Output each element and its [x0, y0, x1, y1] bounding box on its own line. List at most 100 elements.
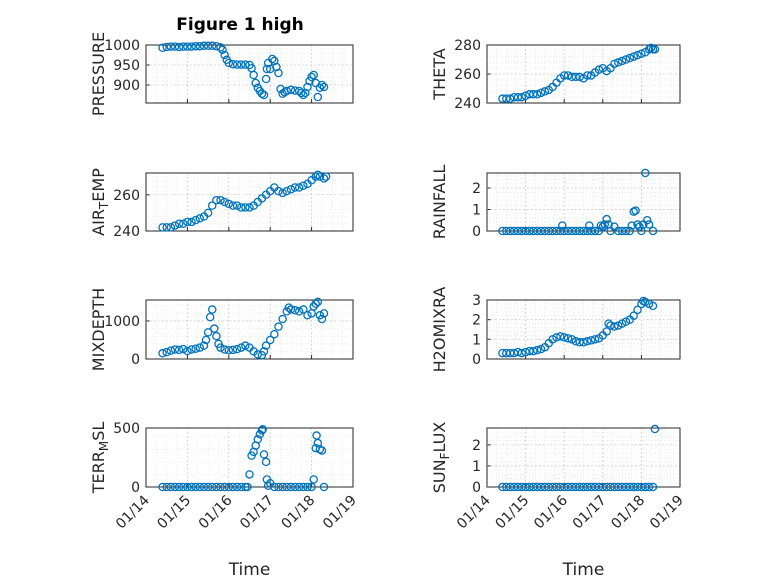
data-point	[621, 55, 631, 64]
data-point	[245, 470, 254, 479]
data-point	[590, 335, 600, 344]
data-point	[191, 344, 200, 353]
x-tick-label: 01/17	[570, 493, 610, 533]
y-tick-label: 1	[472, 332, 481, 348]
data-point	[529, 346, 538, 356]
data-point	[216, 195, 225, 205]
data-point	[241, 203, 250, 212]
data-point	[170, 482, 180, 492]
data-point	[309, 302, 318, 311]
data-point	[236, 343, 246, 352]
data-point	[261, 457, 271, 467]
data-point	[650, 45, 660, 54]
data-point	[586, 336, 596, 345]
data-point	[532, 345, 542, 355]
data-point	[286, 85, 296, 95]
data-point	[220, 482, 229, 492]
data-point	[590, 226, 600, 236]
data-point	[241, 341, 250, 350]
data-point	[183, 346, 192, 356]
data-point	[563, 71, 573, 80]
data-point	[282, 86, 292, 96]
data-point	[187, 345, 196, 354]
data-point	[236, 60, 246, 69]
x-tick-label: 01/18	[279, 493, 319, 533]
x-tick-label: 01/15	[493, 493, 533, 533]
subplot-theta: 240 260 280 THETA	[430, 38, 681, 112]
data-point	[646, 43, 656, 53]
data-point	[540, 87, 550, 96]
data-point	[602, 327, 611, 336]
data-point	[311, 172, 320, 181]
data-point	[278, 188, 287, 198]
data-point	[313, 170, 323, 180]
data-point	[529, 90, 538, 99]
y-tick-label: 900	[113, 78, 140, 94]
data-point	[220, 197, 229, 207]
data-point	[207, 482, 217, 492]
figure-title: Figure 1 high	[176, 15, 304, 35]
data-point	[261, 74, 271, 84]
data-point	[259, 90, 269, 100]
data-point	[556, 332, 565, 341]
data-point	[621, 226, 631, 236]
data-point	[644, 482, 654, 492]
data-point	[274, 482, 283, 492]
x-tick-label: 01/16	[531, 492, 571, 532]
data-point	[536, 88, 546, 98]
data-point	[274, 186, 283, 196]
data-point	[179, 344, 188, 354]
data-point	[249, 70, 258, 80]
data-point	[317, 80, 327, 90]
data-point	[228, 482, 238, 492]
data-point	[199, 482, 209, 492]
axes-box	[145, 299, 354, 360]
data-point	[187, 42, 196, 51]
data-point	[243, 482, 252, 492]
data-point	[257, 426, 267, 435]
y-axis-label: PRESSURE	[89, 32, 108, 116]
x-tick-label: 01/15	[154, 493, 194, 533]
data-point	[315, 172, 325, 181]
data-point	[232, 201, 242, 210]
data-point	[191, 215, 200, 225]
y-tick-label: 240	[113, 224, 140, 240]
data-point	[594, 65, 604, 74]
y-tick-label: 2	[472, 181, 481, 197]
data-point	[648, 301, 658, 311]
data-point	[203, 328, 213, 337]
y-tick-label: 1	[472, 459, 481, 475]
data-point	[617, 56, 627, 66]
data-point	[179, 219, 188, 228]
data-point	[236, 482, 246, 492]
data-point	[602, 214, 611, 224]
data-point	[228, 201, 238, 210]
y-axis-label: SUNFLUX	[430, 422, 452, 494]
y-tick-label: 280	[454, 38, 481, 54]
data-point	[220, 50, 229, 60]
y-tick-label: 1000	[104, 38, 140, 54]
data-point	[212, 482, 221, 492]
y-axis-label: TERRMSL	[89, 422, 111, 495]
data-point	[294, 307, 304, 316]
data-point	[183, 42, 192, 51]
data-point	[637, 49, 646, 58]
data-point	[224, 199, 234, 209]
axes-frame	[145, 44, 354, 104]
data-point	[579, 338, 588, 347]
data-point	[232, 344, 242, 354]
data-point	[158, 43, 167, 53]
data-point	[263, 481, 273, 490]
data-point	[625, 226, 635, 236]
data-point	[309, 70, 318, 80]
data-point	[195, 214, 205, 223]
data-point	[224, 345, 234, 355]
data-point	[170, 42, 180, 51]
x-tick-label: 01/17	[237, 493, 277, 533]
data-point	[517, 348, 526, 358]
y-tick-label: 0	[472, 480, 481, 496]
data-point	[650, 424, 660, 434]
data-point	[641, 168, 650, 178]
data-point	[210, 324, 219, 333]
